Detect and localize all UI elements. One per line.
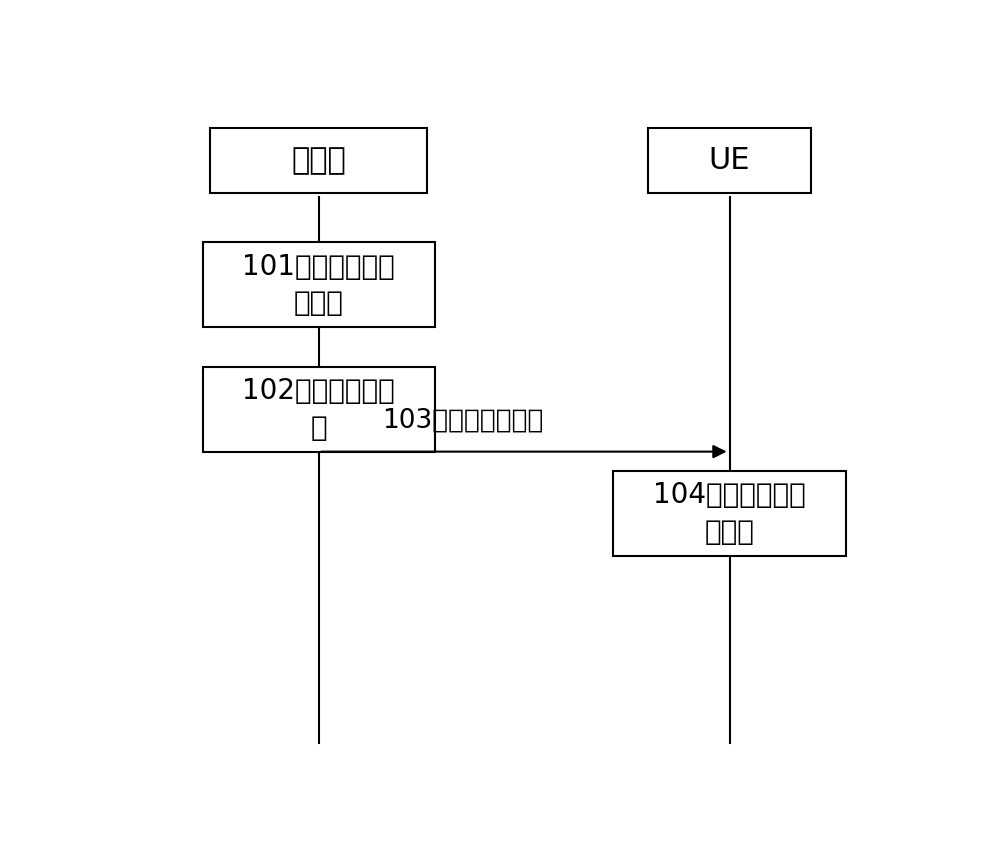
Bar xyxy=(613,471,846,556)
Text: 102、生成下行信
号: 102、生成下行信 号 xyxy=(242,377,395,441)
Bar xyxy=(202,367,435,452)
Bar xyxy=(648,128,811,194)
Bar xyxy=(202,243,435,328)
Text: UE: UE xyxy=(709,146,750,175)
Text: 协调器: 协调器 xyxy=(291,146,346,175)
Text: 101、确定上行信
道状态: 101、确定上行信 道状态 xyxy=(242,252,395,318)
Bar xyxy=(210,128,427,194)
Text: 103、发送下行信号: 103、发送下行信号 xyxy=(382,408,543,433)
Text: 104、确定上行信
道状态: 104、确定上行信 道状态 xyxy=(653,481,806,546)
